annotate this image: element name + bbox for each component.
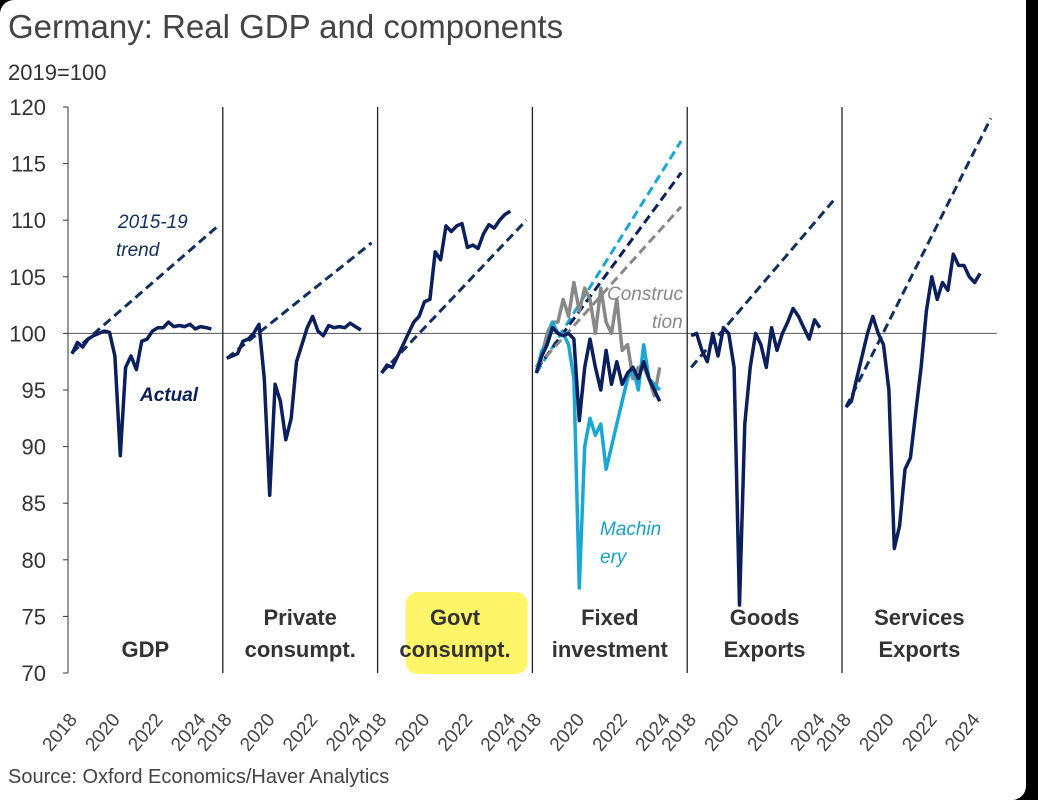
annotation-machinery: Machin bbox=[600, 519, 661, 540]
panel-title: investment bbox=[552, 637, 669, 662]
x-tick-label: 2020 bbox=[236, 710, 279, 756]
x-tick-label: 2022 bbox=[124, 710, 167, 756]
chart-subtitle: 2019=100 bbox=[8, 60, 107, 85]
trend-line bbox=[690, 196, 838, 369]
chart-source: Source: Oxford Economics/Haver Analytics bbox=[8, 766, 390, 788]
series-line-actual bbox=[70, 320, 212, 458]
x-tick-label: 2024 bbox=[941, 709, 985, 755]
annotation-construction: tion bbox=[652, 312, 683, 333]
trend-line bbox=[535, 205, 683, 369]
panel-title: consumpt. bbox=[399, 637, 510, 662]
x-tick-label: 2022 bbox=[898, 710, 941, 756]
y-tick-label: 110 bbox=[11, 208, 46, 233]
y-tick-label: 70 bbox=[22, 661, 46, 686]
trend-line bbox=[535, 140, 683, 374]
series-line-actual bbox=[844, 252, 982, 551]
series-line-construction bbox=[534, 280, 662, 398]
y-tick-label: 75 bbox=[22, 604, 46, 629]
chart-title: Germany: Real GDP and components bbox=[8, 8, 564, 45]
annotation-trend: 2015-19 bbox=[117, 212, 188, 233]
annotation-construction: Construc bbox=[607, 284, 684, 305]
trend-line bbox=[535, 171, 683, 371]
panel-title: GDP bbox=[122, 637, 170, 662]
y-tick-label: 85 bbox=[22, 491, 46, 516]
y-tick-label: 115 bbox=[11, 152, 46, 177]
x-tick-label: 2022 bbox=[589, 710, 632, 756]
y-tick-label: 105 bbox=[9, 265, 46, 290]
series-line-actual bbox=[690, 306, 822, 607]
series-line-fixed-investment bbox=[534, 325, 662, 423]
panel-title: Exports bbox=[878, 637, 960, 662]
annotation-actual: Actual bbox=[139, 385, 199, 406]
annotation-machinery: ery bbox=[600, 547, 628, 568]
panel-title: Exports bbox=[724, 637, 806, 662]
y-tick-label: 90 bbox=[22, 435, 46, 460]
panel-title: Services bbox=[874, 605, 965, 630]
x-tick-label: 2018 bbox=[39, 710, 82, 756]
trend-line bbox=[225, 241, 373, 360]
trend-line bbox=[844, 117, 993, 408]
y-tick-label: 120 bbox=[9, 95, 46, 120]
panel-title: consumpt. bbox=[245, 637, 356, 662]
x-tick-label: 2022 bbox=[434, 710, 477, 756]
y-tick-label: 80 bbox=[22, 548, 46, 573]
trend-line bbox=[380, 219, 528, 375]
y-tick-label: 95 bbox=[22, 378, 46, 403]
x-tick-label: 2020 bbox=[855, 710, 898, 756]
panel-title: Goods bbox=[730, 605, 800, 630]
series-line-actual bbox=[380, 209, 512, 374]
series-line-actual bbox=[226, 314, 362, 498]
series-line-machinery bbox=[534, 320, 661, 590]
highlight-marker bbox=[405, 592, 528, 674]
x-tick-label: 2022 bbox=[279, 710, 322, 756]
x-tick-label: 2022 bbox=[744, 710, 787, 756]
panel-title: Fixed bbox=[581, 605, 638, 630]
panel-title: Govt bbox=[430, 605, 481, 630]
x-tick-label: 2020 bbox=[701, 710, 744, 756]
x-tick-label: 2020 bbox=[546, 710, 589, 756]
x-tick-label: 2020 bbox=[81, 710, 124, 756]
annotation-trend: trend bbox=[116, 240, 161, 261]
y-tick-label: 100 bbox=[9, 321, 46, 346]
x-tick-label: 2020 bbox=[391, 710, 434, 756]
panel-title: Private bbox=[264, 605, 337, 630]
trend-line bbox=[71, 225, 218, 354]
